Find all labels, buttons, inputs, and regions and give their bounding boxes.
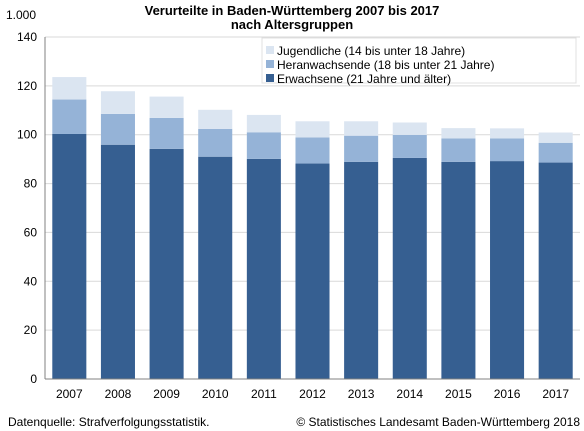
bar-segment-2 [100, 91, 135, 114]
bar-segment-1 [100, 113, 135, 145]
bar-segment-1 [441, 138, 476, 162]
y-tick-label: 140 [17, 30, 37, 44]
bar-segment-2 [149, 96, 184, 118]
bar-segment-0 [490, 161, 525, 379]
bar-segment-0 [441, 161, 476, 379]
x-tick-label: 2013 [348, 387, 375, 401]
plot-area: 0 20 40 60 80 100 120 140 2007 2008 2009 2010 2011 20… [17, 30, 580, 401]
bar-segment-2 [344, 121, 379, 136]
bar-segment-1 [149, 117, 184, 149]
y-tick-label: 80 [24, 177, 38, 191]
bar-segment-1 [490, 138, 525, 162]
bar-segment-2 [246, 114, 281, 133]
copyright-note: © Statistisches Landesamt Baden-Württemb… [296, 415, 580, 429]
bar-segment-0 [100, 144, 135, 379]
legend-box [261, 37, 577, 84]
x-tick-label: 2008 [105, 387, 132, 401]
x-tick-label: 2010 [202, 387, 229, 401]
bar-segment-1 [246, 132, 281, 159]
bar-segment-2 [441, 128, 476, 139]
bar-segment-0 [538, 162, 573, 379]
bar-segment-1 [295, 137, 330, 164]
bar-segment-2 [490, 128, 525, 139]
bar-segment-0 [149, 148, 184, 379]
y-tick-label: 0 [30, 372, 37, 386]
y-axis-unit-label: 1.000 [6, 8, 36, 22]
x-tick-label: 2014 [396, 387, 423, 401]
y-tick-label: 120 [17, 79, 37, 93]
legend-label: Jugendliche (14 bis unter 18 Jahre) [277, 44, 465, 58]
x-tick-label: 2017 [542, 387, 569, 401]
bar-segment-1 [538, 142, 573, 163]
bar-segment-0 [295, 163, 330, 379]
bar-segment-1 [344, 135, 379, 162]
bar-segment-2 [538, 132, 573, 143]
legend-label: Heranwachsende (18 bis unter 21 Jahre) [277, 58, 494, 72]
legend-swatch [266, 46, 274, 54]
y-tick-label: 20 [24, 323, 38, 337]
x-tick-label: 2016 [494, 387, 521, 401]
bar-segment-1 [198, 128, 233, 157]
bar-segment-0 [198, 156, 233, 379]
bar-segment-0 [392, 157, 427, 379]
chart-title: Verurteilte in Baden-Württemberg 2007 bi… [145, 3, 440, 18]
bar-segment-1 [52, 99, 87, 134]
bar-segment-0 [52, 133, 87, 379]
y-tick-label: 40 [24, 274, 38, 288]
y-tick-label: 100 [17, 128, 37, 142]
bar-segment-2 [392, 122, 427, 135]
bar-segment-2 [198, 109, 233, 129]
legend: Jugendliche (14 bis unter 18 Jahre)Heran… [261, 37, 577, 86]
x-tick-label: 2007 [56, 387, 83, 401]
bar-segment-2 [295, 121, 330, 138]
x-tick-label: 2009 [153, 387, 180, 401]
bar-segment-0 [344, 161, 379, 379]
legend-swatch [266, 60, 274, 68]
bar-segment-2 [52, 77, 87, 100]
chart-subtitle: nach Altersgruppen [231, 17, 353, 32]
legend-label: Erwachsene (21 Jahre und älter) [277, 72, 451, 86]
x-tick-label: 2011 [251, 387, 277, 401]
x-tick-label: 2012 [299, 387, 326, 401]
y-tick-label: 60 [24, 225, 38, 239]
bar-segment-0 [246, 158, 281, 379]
x-tick-label: 2015 [445, 387, 472, 401]
bar-segment-1 [392, 134, 427, 158]
legend-swatch [266, 74, 274, 82]
source-note: Datenquelle: Strafverfolgungsstatistik. [8, 415, 209, 429]
